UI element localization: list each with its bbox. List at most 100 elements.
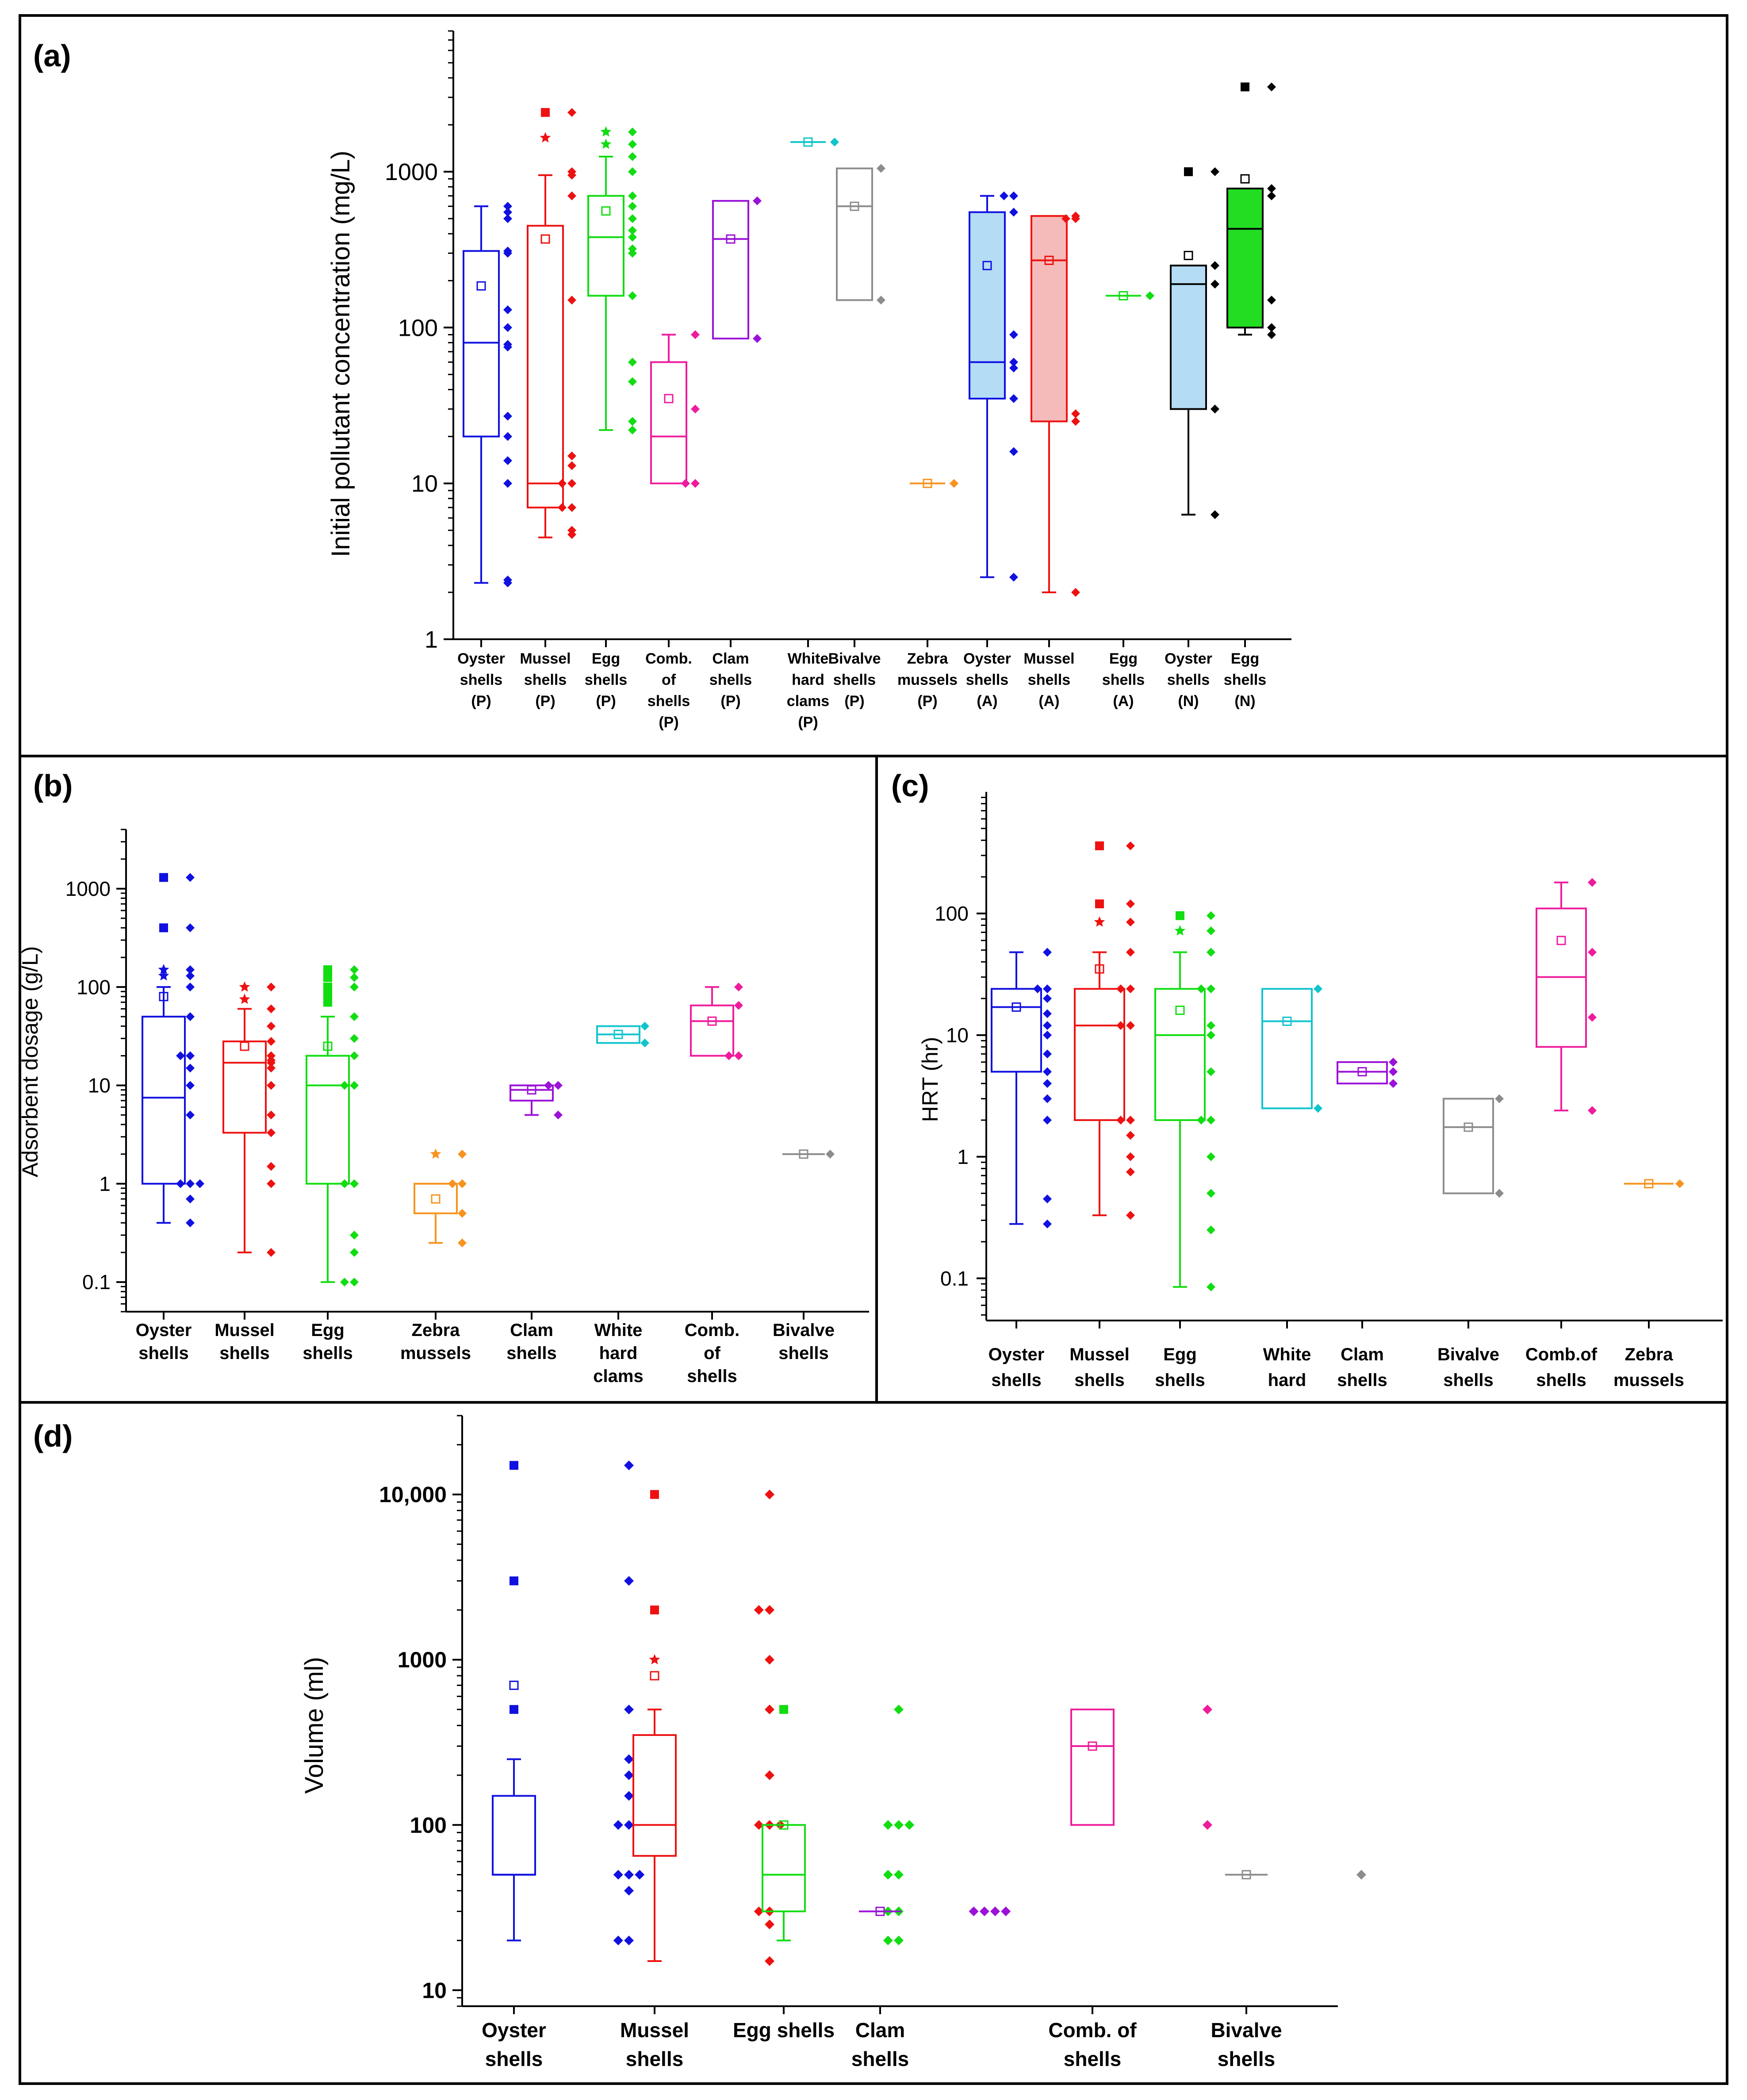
box-group-9: Mussel shells (A) (1023, 211, 1080, 710)
box-group-7: Zebra mussels (1613, 1179, 1684, 1390)
outlier-square (510, 1705, 518, 1714)
box-group-4: Clam shells (506, 1081, 563, 1363)
data-point (503, 207, 512, 217)
outlier-star (1174, 925, 1186, 936)
data-point (1203, 1820, 1212, 1830)
data-point (267, 1037, 276, 1046)
data-point (350, 1231, 359, 1240)
data-point (503, 479, 512, 488)
x-category-label: (P) (596, 693, 616, 710)
data-point (1267, 184, 1276, 193)
box-iqr (1337, 1061, 1388, 1085)
data-point (1211, 167, 1219, 177)
box-group-5: White hard clams (593, 1021, 649, 1386)
outlier-square (510, 1576, 518, 1586)
data-point (724, 1051, 733, 1060)
mean-marker (923, 479, 932, 488)
box-iqr (762, 1824, 806, 1912)
x-category-label: shells (1102, 672, 1145, 688)
data-point (894, 1870, 904, 1880)
x-category-label: (N) (1234, 693, 1255, 710)
outlier-square (323, 965, 332, 975)
y-tick-label: 100 (935, 902, 969, 925)
outlier-square (159, 923, 168, 933)
panel-label: (c) (891, 768, 929, 803)
mean-marker (159, 992, 169, 1002)
data-point (567, 167, 576, 177)
mean-marker (476, 281, 486, 291)
data-point (1207, 1067, 1215, 1076)
data-point (340, 1179, 349, 1188)
data-point (340, 1278, 349, 1287)
data-point (1356, 1870, 1366, 1880)
box-iqr (969, 211, 1006, 400)
data-point (1009, 447, 1018, 456)
data-point (1314, 984, 1322, 994)
data-point (176, 1051, 185, 1060)
x-category-label: Mussel (1069, 1345, 1130, 1364)
data-point (765, 1655, 774, 1665)
x-category-label: White (1263, 1345, 1311, 1364)
x-category-label: shells (1218, 2047, 1275, 2070)
y-tick-label: 0.1 (82, 1271, 111, 1294)
data-point (1126, 899, 1135, 909)
data-point (1267, 323, 1276, 332)
box-iqr (632, 1734, 677, 1857)
x-category-label: shells (303, 1344, 352, 1363)
outlier-square (1241, 82, 1249, 92)
data-point (628, 233, 637, 242)
mean-marker (1240, 174, 1250, 184)
data-point (1126, 984, 1135, 994)
data-point (1009, 572, 1018, 582)
x-category-label: Egg (311, 1321, 345, 1340)
data-point (267, 1162, 276, 1171)
x-category-label: (A) (1113, 693, 1134, 710)
data-point (267, 1021, 276, 1031)
x-category-label: Mussel (620, 2019, 689, 2042)
data-point (1207, 1282, 1215, 1292)
data-point (1126, 918, 1135, 927)
data-point (1207, 1115, 1215, 1125)
x-category-label: shells (138, 1344, 188, 1363)
data-point (877, 164, 885, 173)
mean-marker (875, 1907, 885, 1916)
box-iqr (1170, 265, 1207, 410)
data-point (186, 1051, 195, 1060)
data-point (1211, 510, 1219, 519)
data-point (894, 1820, 904, 1830)
panel-a-chart: (a) Initial pollutant concentration (mg/L… (33, 30, 1291, 731)
data-point (503, 246, 512, 256)
x-category-label: shells (485, 2047, 543, 2070)
outlier-star (649, 1654, 660, 1665)
box-iqr (306, 1055, 350, 1185)
x-category-label: of (662, 672, 676, 688)
data-point (826, 1149, 835, 1159)
data-point (350, 1081, 359, 1090)
data-point (503, 323, 512, 332)
y-tick-label: 10 (422, 1978, 447, 2003)
x-category-label: Oyster (136, 1321, 192, 1340)
x-category-label: shells (1443, 1371, 1493, 1390)
outlier-square (323, 989, 332, 998)
data-point (734, 983, 743, 992)
data-point (624, 1885, 634, 1896)
mean-marker (1357, 1067, 1367, 1077)
outlier-star (540, 132, 551, 142)
x-category-label: Oyster (482, 2019, 546, 2042)
y-tick-label: 1 (425, 626, 438, 653)
data-point (1043, 1030, 1052, 1040)
x-category-label: Comb.of (1525, 1345, 1598, 1364)
x-category-label: hard (792, 672, 824, 688)
y-tick-label: 100 (398, 315, 438, 341)
box-group-11: Oyster shells (N) (1165, 167, 1219, 710)
data-point (1126, 1131, 1135, 1140)
data-point (1314, 1104, 1322, 1113)
data-point (1389, 1079, 1398, 1088)
outlier-square (779, 1705, 788, 1714)
x-category-label: hard (1268, 1371, 1306, 1390)
data-point (1043, 1049, 1052, 1059)
data-point (503, 202, 512, 211)
box-iqr (836, 167, 873, 301)
data-point (1126, 1115, 1135, 1125)
data-point (624, 1460, 634, 1470)
